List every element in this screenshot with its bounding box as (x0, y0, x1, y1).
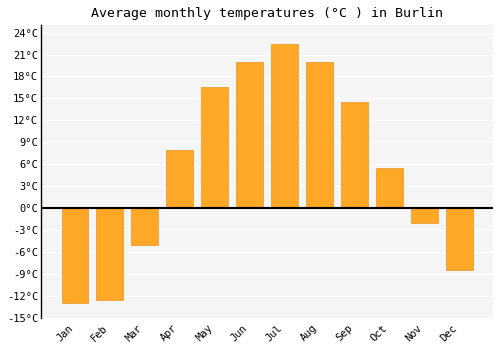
Bar (412, 208, 438, 223)
Bar (306, 62, 332, 208)
Bar (132, 208, 158, 245)
Bar (202, 88, 228, 208)
Bar (236, 62, 262, 208)
Bar (62, 208, 88, 303)
Bar (96, 208, 122, 300)
Bar (272, 43, 297, 208)
Bar (446, 208, 472, 270)
Title: Average monthly temperatures (°C ) in Burlin: Average monthly temperatures (°C ) in Bu… (91, 7, 443, 20)
Bar (166, 150, 192, 208)
Bar (342, 102, 367, 208)
Bar (376, 168, 402, 208)
